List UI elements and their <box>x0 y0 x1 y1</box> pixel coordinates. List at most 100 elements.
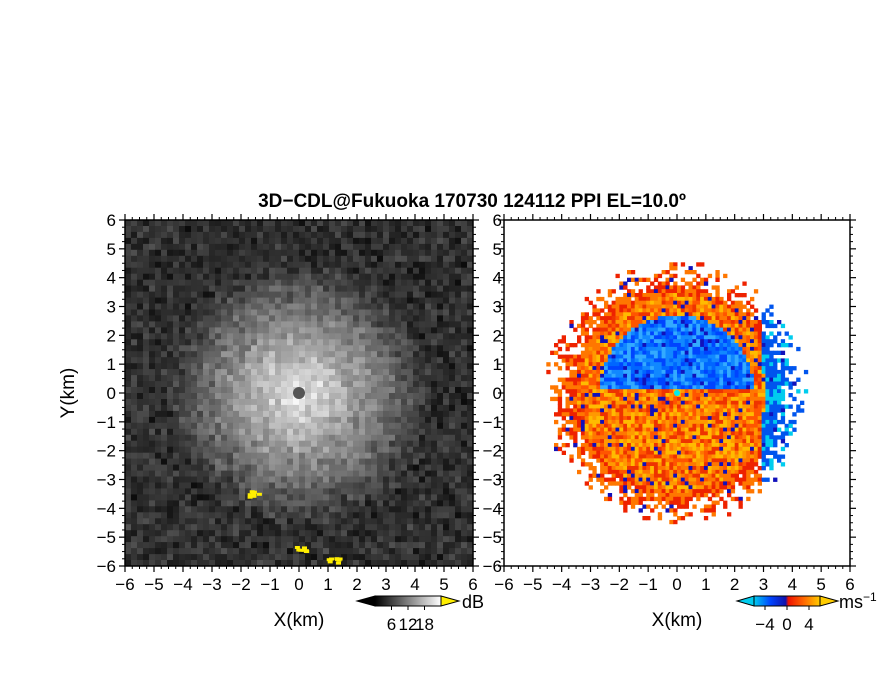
intensity-cell <box>269 416 276 424</box>
velocity-cell <box>680 369 686 375</box>
intensity-cell <box>239 434 246 442</box>
intensity-cell <box>173 416 180 424</box>
velocity-cell <box>734 316 739 321</box>
intensity-cell <box>209 410 216 418</box>
intensity-cell <box>197 297 204 305</box>
intensity-cell <box>437 440 444 448</box>
velocity-cell <box>707 350 713 355</box>
intensity-cell <box>125 381 132 388</box>
intensity-cell <box>233 226 240 233</box>
intensity-cell <box>245 226 252 233</box>
intensity-cell <box>137 249 144 257</box>
intensity-cell <box>251 220 258 227</box>
intensity-cell <box>383 315 390 322</box>
intensity-cell <box>149 291 156 299</box>
intensity-cell <box>257 387 264 394</box>
intensity-cell <box>131 357 138 364</box>
velocity-cell <box>688 335 693 340</box>
intensity-cell <box>245 482 252 490</box>
velocity-cell <box>657 323 663 329</box>
intensity-cell <box>341 476 348 484</box>
velocity-cell <box>700 381 705 386</box>
intensity-cell <box>131 560 138 566</box>
intensity-cell <box>467 267 473 275</box>
intensity-cell <box>227 375 234 382</box>
intensity-cell <box>185 237 192 245</box>
intensity-cell <box>419 548 426 555</box>
intensity-cell <box>125 404 132 412</box>
velocity-cell <box>634 366 639 371</box>
intensity-cell <box>347 524 354 531</box>
intensity-cell <box>251 482 258 490</box>
intensity-cell <box>467 351 473 358</box>
intensity-cell <box>317 237 324 245</box>
intensity-cell <box>437 261 444 269</box>
intensity-cell <box>131 249 138 257</box>
intensity-cell <box>275 321 282 328</box>
intensity-cell <box>161 273 168 281</box>
intensity-cell <box>365 434 372 442</box>
intensity-cell <box>377 404 384 412</box>
intensity-cell <box>281 315 288 322</box>
velocity-cell <box>600 320 605 325</box>
velocity-cell <box>753 366 759 371</box>
intensity-cell <box>389 512 396 519</box>
intensity-cell <box>341 297 348 305</box>
intensity-cell <box>131 315 138 322</box>
velocity-cell <box>627 385 632 390</box>
intensity-cell <box>389 333 396 340</box>
intensity-cell <box>191 327 198 334</box>
intensity-cell <box>449 255 456 263</box>
intensity-cell <box>233 393 240 400</box>
intensity-cell <box>383 303 390 311</box>
intensity-cell <box>311 524 318 531</box>
velocity-cell <box>650 320 655 325</box>
velocity-cell <box>688 320 693 325</box>
intensity-cell <box>335 327 342 334</box>
intensity-cell <box>425 273 432 281</box>
intensity-cell <box>443 375 450 382</box>
intensity-cell <box>371 512 378 519</box>
intensity-cell <box>251 530 258 537</box>
intensity-cell <box>215 369 222 376</box>
intensity-cell <box>293 237 300 245</box>
intensity-cell <box>359 279 366 287</box>
intensity-cell <box>203 554 210 561</box>
intensity-cell <box>335 243 342 251</box>
intensity-cell <box>443 524 450 531</box>
intensity-cell <box>167 548 174 555</box>
intensity-cell <box>293 554 300 561</box>
intensity-cell <box>461 428 468 436</box>
intensity-cell <box>425 506 432 513</box>
intensity-cell <box>377 464 384 472</box>
velocity-cell <box>780 358 786 363</box>
velocity-cell <box>711 343 716 348</box>
intensity-cell <box>143 482 150 490</box>
intensity-cell <box>149 422 156 430</box>
velocity-cell <box>611 343 616 348</box>
intensity-cell <box>317 422 324 430</box>
intensity-cell <box>371 524 378 531</box>
intensity-cell <box>161 381 168 388</box>
velocity-cell <box>711 320 716 325</box>
velocity-cell <box>769 323 774 329</box>
intensity-cell <box>335 255 342 263</box>
intensity-cell <box>383 357 390 364</box>
intensity-cell <box>269 422 276 430</box>
intensity-cell <box>347 440 354 448</box>
intensity-cell <box>185 387 192 394</box>
intensity-cell <box>281 303 288 311</box>
intensity-cell <box>173 243 180 251</box>
intensity-cell <box>377 375 384 382</box>
intensity-cell <box>263 506 270 513</box>
intensity-cell <box>419 399 426 406</box>
intensity-cell <box>383 428 390 436</box>
velocity-cell <box>592 335 597 340</box>
intensity-cell <box>341 279 348 287</box>
intensity-cell <box>179 530 186 537</box>
velocity-cell <box>596 312 601 317</box>
intensity-cell <box>377 220 384 227</box>
intensity-cell <box>227 410 234 418</box>
velocity-cell <box>673 273 678 279</box>
velocity-cell <box>684 331 689 336</box>
